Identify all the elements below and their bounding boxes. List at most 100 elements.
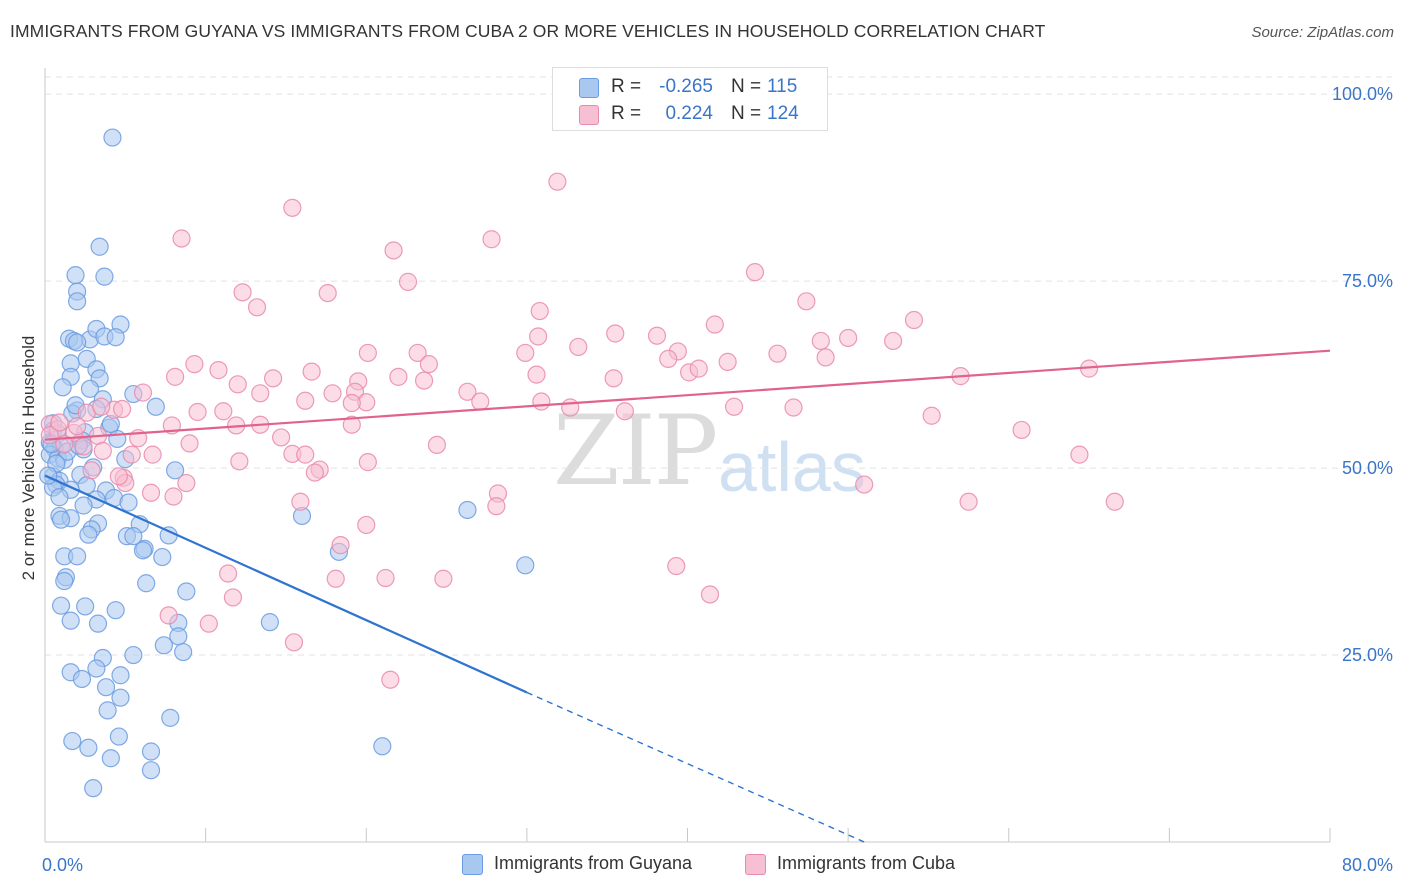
cuba-point xyxy=(185,355,204,374)
cuba-point xyxy=(82,461,101,480)
cuba-point xyxy=(1070,445,1089,464)
cuba-point xyxy=(302,362,321,381)
cuba-point xyxy=(55,435,74,454)
cuba-point xyxy=(839,328,858,348)
cuba-point xyxy=(92,397,111,416)
cuba-point xyxy=(331,536,350,555)
guyana-point xyxy=(109,727,128,746)
cuba-point xyxy=(527,365,546,384)
guyana-point xyxy=(161,708,180,727)
source-note: Source: ZipAtlas.com xyxy=(1251,24,1394,41)
cuba-point xyxy=(811,331,830,351)
cuba-point xyxy=(548,172,567,191)
r-value: -0.265 xyxy=(659,76,713,97)
cuba-point xyxy=(122,445,141,464)
cuba-point xyxy=(68,417,87,436)
y-tick-label: 50.0% xyxy=(1342,458,1393,478)
cuba-point xyxy=(296,445,315,464)
cuba-point xyxy=(922,406,941,425)
cuba-point xyxy=(357,515,376,535)
guyana-point xyxy=(76,597,95,616)
guyana-point xyxy=(66,266,85,285)
cuba-point xyxy=(482,230,501,249)
cuba-point xyxy=(358,343,377,363)
cuba-point xyxy=(816,348,835,367)
cuba-point xyxy=(855,475,874,494)
guyana-point xyxy=(98,701,117,720)
guyana-point xyxy=(133,541,153,560)
guyana-point xyxy=(68,292,87,311)
watermark-atlas: atlas xyxy=(718,428,866,506)
cuba-point xyxy=(408,343,427,363)
cuba-point xyxy=(784,398,803,417)
n-value: 115 xyxy=(767,76,798,97)
cuba-point xyxy=(233,283,252,302)
cuba-point xyxy=(166,367,185,386)
guyana-point xyxy=(96,678,116,697)
guyana-point xyxy=(111,666,130,685)
cuba-point xyxy=(615,402,634,421)
cuba-point xyxy=(177,473,196,493)
guyana-point xyxy=(166,461,185,480)
cuba-point xyxy=(219,564,238,583)
guyana-point xyxy=(79,738,98,757)
cuba-point xyxy=(143,445,162,464)
cuba-point xyxy=(414,371,434,390)
guyana-point xyxy=(80,379,100,398)
cuba-point xyxy=(342,415,361,434)
cuba-point xyxy=(1105,492,1124,511)
guyana-point xyxy=(373,737,392,756)
watermark-zip: ZIP xyxy=(553,395,718,507)
series-legend: Immigrants from Guyana Immigrants from C… xyxy=(0,852,1406,878)
cuba-point xyxy=(745,263,765,282)
guyana-point xyxy=(111,688,130,707)
cuba-point xyxy=(389,367,408,386)
guyana-point xyxy=(68,547,87,566)
cuba-point xyxy=(247,298,267,317)
cuba-point xyxy=(381,670,400,689)
y-tick-label: 100.0% xyxy=(1332,84,1393,104)
cuba-point xyxy=(705,315,724,334)
cuba-point xyxy=(529,327,548,346)
cuba-point xyxy=(112,399,132,419)
x-tick-label: 80.0% xyxy=(1342,855,1393,875)
cuba-point xyxy=(384,241,403,260)
guyana-point xyxy=(141,761,161,780)
cuba-point xyxy=(214,402,233,421)
guyana-point xyxy=(137,574,156,593)
cuba-point xyxy=(532,392,551,411)
cuba-point xyxy=(180,434,199,453)
cuba-point xyxy=(230,452,249,471)
cuba-point xyxy=(251,384,270,403)
guyana-point xyxy=(101,749,120,768)
guyana-point xyxy=(74,496,93,515)
guyana-point xyxy=(146,397,165,416)
cuba-point xyxy=(1012,420,1031,440)
guyana-point xyxy=(51,510,71,529)
chart-title: IMMIGRANTS FROM GUYANA VS IMMIGRANTS FRO… xyxy=(10,21,1046,41)
cuba-point xyxy=(358,453,377,472)
legend-label-guyana: Immigrants from Guyana xyxy=(494,853,693,873)
cuba-point xyxy=(516,343,535,363)
cuba-point xyxy=(133,383,153,402)
cuba-point xyxy=(647,326,667,345)
r-label: R = xyxy=(611,103,642,124)
guyana-point xyxy=(260,613,279,632)
cuba-point xyxy=(376,568,395,588)
guyana-point xyxy=(119,493,138,512)
cuba-point xyxy=(188,402,207,422)
cuba-point xyxy=(434,569,453,588)
cuba-point xyxy=(700,585,720,604)
cuba-swatch xyxy=(579,105,599,125)
cuba-point xyxy=(471,392,490,411)
guyana-swatch xyxy=(579,78,599,98)
cuba-point xyxy=(263,369,283,388)
cuba-point xyxy=(718,352,737,371)
guyana-point xyxy=(153,547,172,567)
cuba-point xyxy=(141,483,161,502)
guyana-point xyxy=(458,500,477,520)
guyana-point xyxy=(87,659,106,678)
guyana-point xyxy=(141,742,161,761)
y-tick-label: 25.0% xyxy=(1342,645,1393,665)
cuba-point xyxy=(305,463,324,482)
